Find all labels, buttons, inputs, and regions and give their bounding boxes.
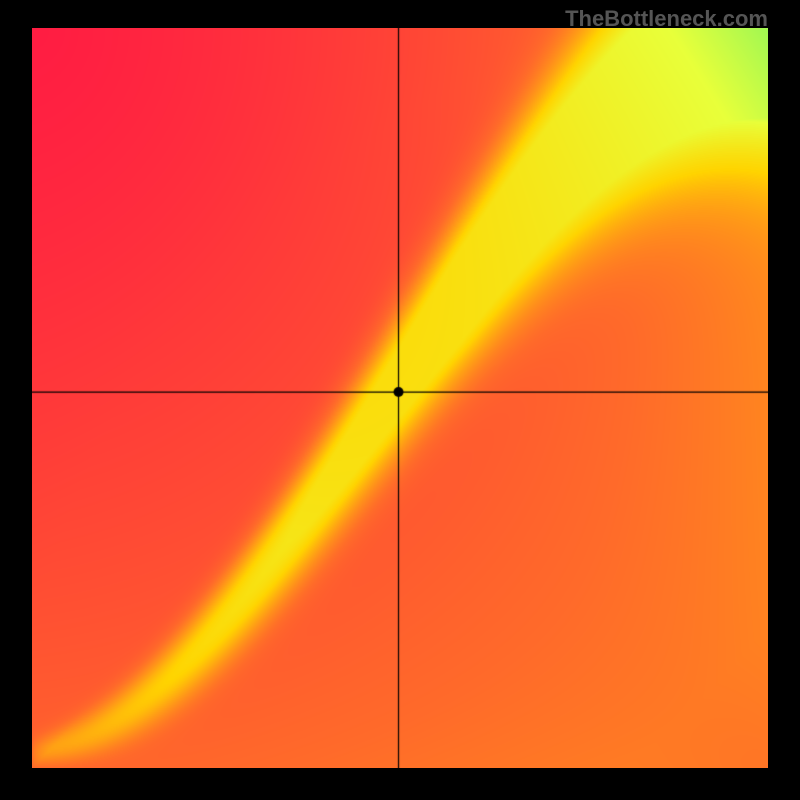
watermark-text: TheBottleneck.com [565, 6, 768, 32]
bottleneck-heatmap [32, 28, 768, 768]
chart-frame: TheBottleneck.com [0, 0, 800, 800]
